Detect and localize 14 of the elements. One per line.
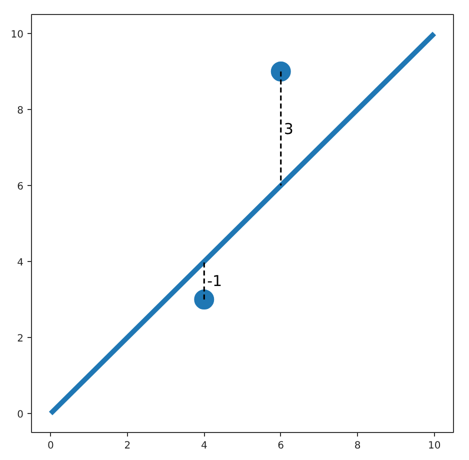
x-tick-label: 0 xyxy=(48,440,54,452)
annotation: -1 xyxy=(207,272,222,290)
x-tick-label: 2 xyxy=(124,440,131,452)
x-tick-label: 6 xyxy=(278,440,284,452)
x-tick-label: 10 xyxy=(428,440,441,452)
y-tick-label: 4 xyxy=(17,258,24,268)
y-tick-label: 8 xyxy=(17,106,24,116)
x-tick-label: 4 xyxy=(200,440,208,452)
y-tick-label: 2 xyxy=(17,334,24,344)
y-tick-label: 0 xyxy=(17,410,24,420)
x-tick-label: 8 xyxy=(354,440,361,452)
annotation: 3 xyxy=(284,120,294,138)
y-tick-label: 10 xyxy=(10,30,24,40)
y-tick-label: 6 xyxy=(17,182,24,192)
